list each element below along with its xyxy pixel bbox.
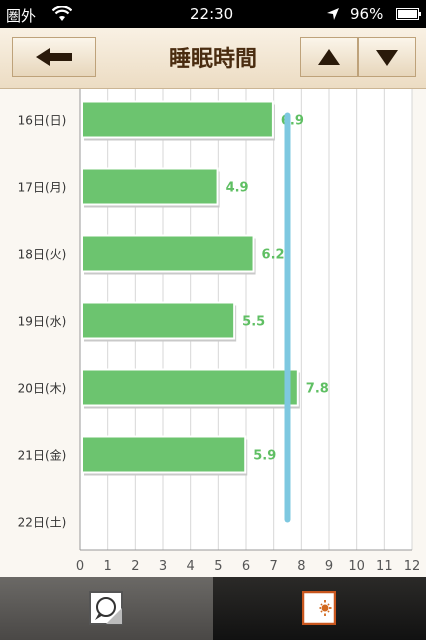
page-title: 睡眠時間 xyxy=(168,47,257,72)
data-label: 6.9 xyxy=(281,114,304,129)
wifi-icon xyxy=(52,6,72,21)
category-label: 18日(火) xyxy=(18,248,67,262)
data-label: 6.2 xyxy=(262,248,285,263)
x-tick-label: 11 xyxy=(376,559,393,574)
data-label: 7.8 xyxy=(306,382,329,397)
data-label: 5.9 xyxy=(253,449,276,464)
x-tick-label: 9 xyxy=(325,559,333,574)
x-tick-label: 1 xyxy=(104,559,112,574)
category-label: 16日(日) xyxy=(18,114,67,128)
data-label: 4.9 xyxy=(226,181,249,196)
bar-1 xyxy=(81,167,219,206)
tab-bar xyxy=(0,577,426,640)
tab-comments[interactable] xyxy=(0,577,213,640)
location-arrow-icon xyxy=(327,8,339,20)
bar-4 xyxy=(81,368,299,407)
triangle-up-icon xyxy=(318,49,340,65)
x-tick-label: 3 xyxy=(159,559,167,574)
status-bar: 圏外 22:30 96% xyxy=(0,0,426,28)
previous-button[interactable] xyxy=(300,37,358,77)
triangle-down-icon xyxy=(376,50,398,66)
x-tick-label: 2 xyxy=(131,559,139,574)
bar-2 xyxy=(81,234,255,273)
category-label: 20日(木) xyxy=(18,382,67,396)
x-tick-label: 0 xyxy=(76,559,84,574)
category-label: 22日(土) xyxy=(18,516,67,530)
x-tick-label: 4 xyxy=(187,559,195,574)
category-label: 21日(金) xyxy=(18,448,67,463)
speech-bubble-icon xyxy=(89,591,123,625)
bar-0 xyxy=(81,100,274,139)
sleep-chart-area: 0 1 2 3 4 5 6 7 8 9 10 11 12 16日(日) 6.9 17日(月) 4.9 18日(火)… xyxy=(0,89,426,577)
moon-sun-icon xyxy=(302,591,336,625)
battery-icon xyxy=(396,8,421,20)
x-tick-label: 7 xyxy=(270,559,278,574)
clock: 22:30 xyxy=(190,5,234,23)
category-label: 19日(水) xyxy=(18,315,67,329)
x-tick-label: 12 xyxy=(404,559,421,574)
x-tick-label: 10 xyxy=(348,559,365,574)
x-tick-label: 6 xyxy=(242,559,250,574)
carrier-label: 圏外 xyxy=(6,7,37,25)
back-button[interactable] xyxy=(12,37,96,77)
arrow-left-icon xyxy=(36,48,72,66)
x-tick-label: 8 xyxy=(297,559,305,574)
bar-5 xyxy=(81,435,247,474)
data-label: 5.5 xyxy=(242,315,265,330)
battery-percent: 96% xyxy=(350,5,384,23)
nav-bar: 睡眠時間 xyxy=(0,28,426,89)
next-button[interactable] xyxy=(358,37,416,77)
category-label: 17日(月) xyxy=(18,181,67,195)
x-tick-label: 5 xyxy=(214,559,222,574)
tab-sleep[interactable] xyxy=(213,577,426,640)
bar-3 xyxy=(81,301,236,340)
